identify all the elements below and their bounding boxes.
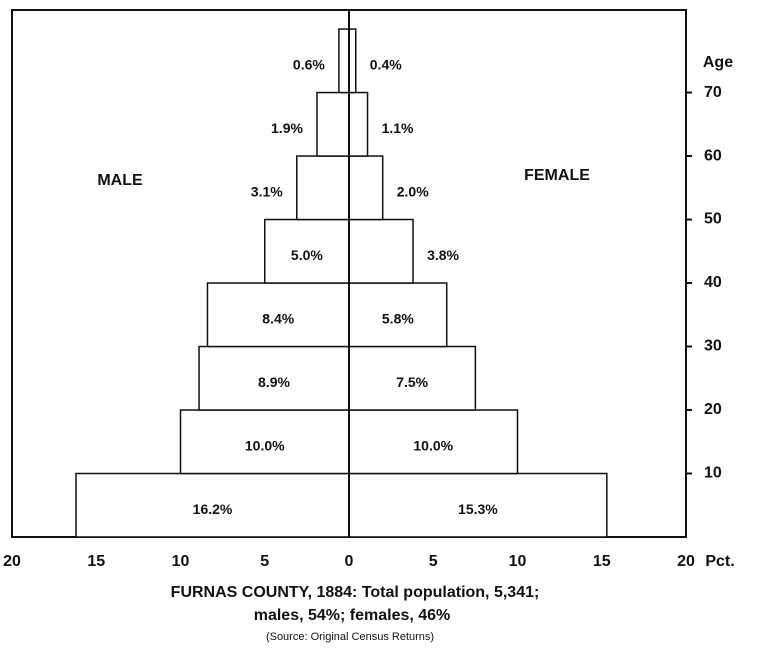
y-tick-label: 10 xyxy=(704,465,722,482)
value-label: 16.2% xyxy=(193,501,233,517)
x-tick-label: 10 xyxy=(172,553,190,570)
bar xyxy=(348,282,448,348)
value-label: 8.4% xyxy=(262,310,294,326)
value-label: 15.3% xyxy=(458,501,498,517)
chart-subtitle: males, 54%; females, 46% xyxy=(254,607,451,624)
x-tick-label: 15 xyxy=(593,553,611,570)
value-label: 10.0% xyxy=(245,437,285,453)
value-label: 5.0% xyxy=(291,247,323,263)
value-label: 1.9% xyxy=(271,120,303,136)
value-label: 0.4% xyxy=(370,56,402,72)
y-tick-label: 60 xyxy=(704,147,722,164)
value-label: 5.8% xyxy=(382,310,414,326)
bar xyxy=(338,28,350,94)
y-tick-label: 70 xyxy=(704,84,722,101)
x-tick-label: 10 xyxy=(509,553,527,570)
bar xyxy=(348,91,369,157)
x-axis-label: Pct. xyxy=(705,553,734,570)
y-tick-label: 50 xyxy=(704,211,722,228)
bar xyxy=(348,28,357,94)
source-note: (Source: Original Census Returns) xyxy=(266,631,434,643)
bar xyxy=(316,91,350,157)
bar xyxy=(348,409,519,475)
value-label: 8.9% xyxy=(258,374,290,390)
bar xyxy=(348,218,414,284)
bar xyxy=(198,345,350,411)
y-tick-label: 30 xyxy=(704,338,722,355)
bar xyxy=(75,472,350,538)
bar xyxy=(296,155,350,221)
value-label: 3.1% xyxy=(251,183,283,199)
x-tick-label: 5 xyxy=(429,553,438,570)
x-tick-label: 5 xyxy=(260,553,269,570)
x-tick-label: 15 xyxy=(87,553,105,570)
chart-title: FURNAS COUNTY, 1884: Total population, 5… xyxy=(171,584,540,601)
value-label: 0.6% xyxy=(293,56,325,72)
value-label: 3.8% xyxy=(427,247,459,263)
y-tick-label: 20 xyxy=(704,401,722,418)
x-tick-label: 20 xyxy=(3,553,21,570)
x-tick-label: 0 xyxy=(345,553,354,570)
y-axis-label: Age xyxy=(703,54,733,71)
value-label: 2.0% xyxy=(397,183,429,199)
male-label: MALE xyxy=(97,172,143,189)
y-tick-label: 40 xyxy=(704,274,722,291)
value-label: 10.0% xyxy=(413,437,453,453)
x-tick-label: 20 xyxy=(677,553,695,570)
value-label: 1.1% xyxy=(382,120,414,136)
bar xyxy=(348,345,477,411)
female-label: FEMALE xyxy=(524,167,590,184)
bar xyxy=(348,155,384,221)
value-label: 7.5% xyxy=(396,374,428,390)
bar xyxy=(206,282,350,348)
